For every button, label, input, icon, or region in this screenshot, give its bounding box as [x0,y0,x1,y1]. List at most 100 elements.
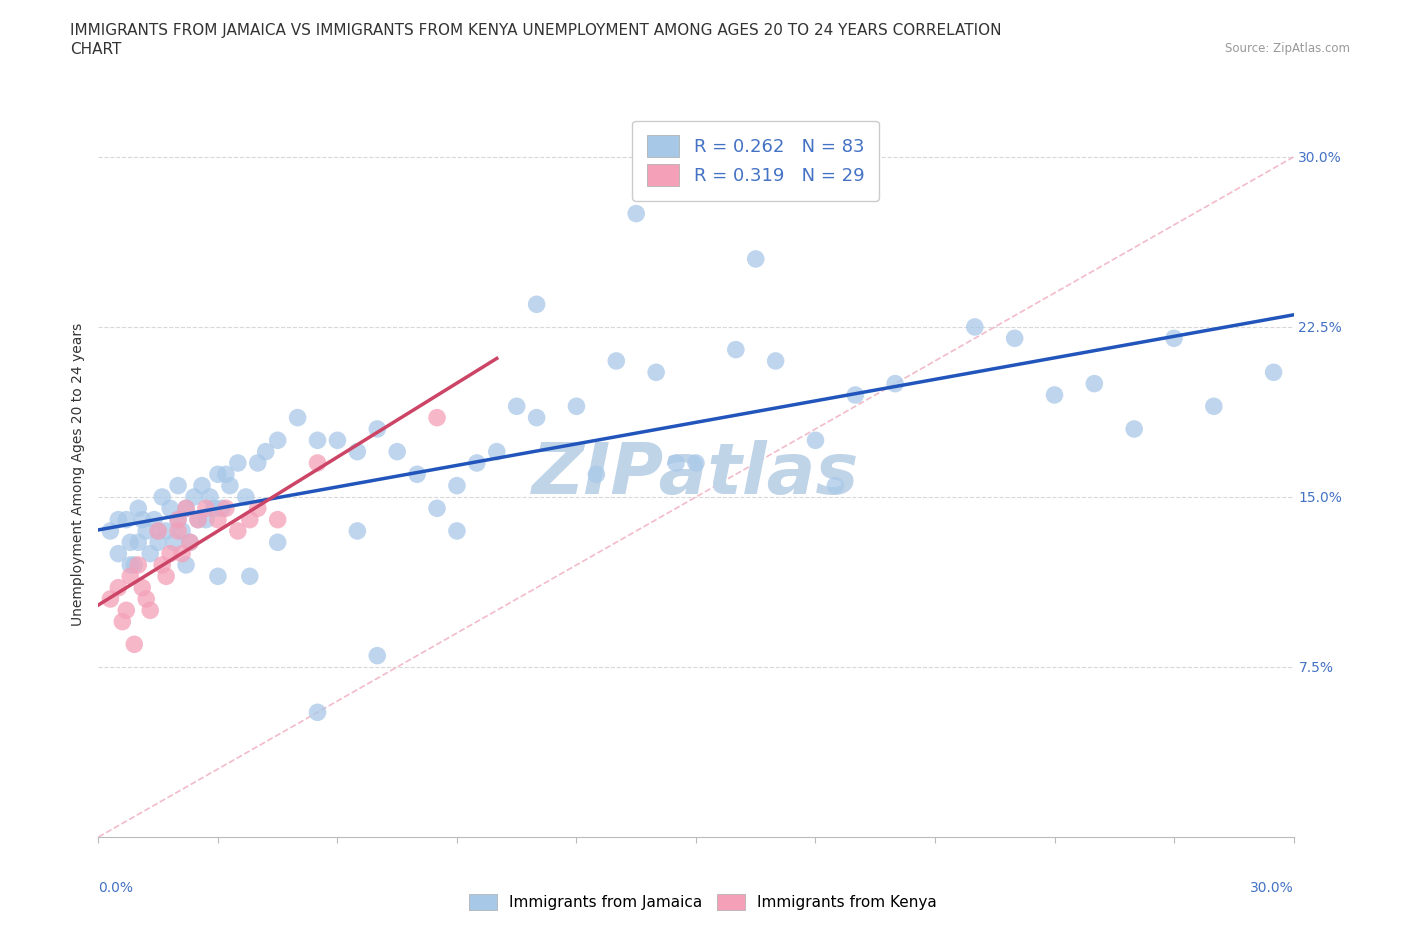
Point [267,535,290,550]
Point [127,558,149,573]
Point [179,535,201,550]
Point [804,432,827,447]
Point [139,546,162,561]
Point [179,535,201,550]
Point [139,603,162,618]
Point [174,501,197,516]
Point [366,648,388,663]
Point [150,558,173,573]
Point [131,580,153,595]
Point [226,456,249,471]
Point [267,512,290,527]
Y-axis label: Unemployment Among Ages 20 to 24 years: Unemployment Among Ages 20 to 24 years [70,323,84,626]
Point [385,445,409,459]
Point [120,535,142,550]
Point [211,501,233,516]
Text: ZIPatlas: ZIPatlas [533,440,859,509]
Point [645,365,668,379]
Point [159,501,181,516]
Text: Source: ZipAtlas.com: Source: ZipAtlas.com [1225,42,1350,55]
Point [159,546,181,561]
Point [174,558,197,573]
Point [585,467,607,482]
Legend: R = 0.262   N = 83, R = 0.319   N = 29: R = 0.262 N = 83, R = 0.319 N = 29 [633,121,879,201]
Point [115,603,138,618]
Point [246,501,269,516]
Point [120,558,142,573]
Point [963,320,986,335]
Text: IMMIGRANTS FROM JAMAICA VS IMMIGRANTS FROM KENYA UNEMPLOYMENT AMONG AGES 20 TO 2: IMMIGRANTS FROM JAMAICA VS IMMIGRANTS FR… [70,23,1002,38]
Point [120,569,142,584]
Point [605,353,627,368]
Text: 30.0%: 30.0% [1250,881,1294,895]
Point [1123,421,1146,436]
Point [187,512,209,527]
Point [626,206,648,221]
Point [446,478,468,493]
Point [167,478,190,493]
Point [135,524,157,538]
Text: 0.0%: 0.0% [98,881,134,895]
Point [1043,388,1066,403]
Point [107,512,129,527]
Point [884,377,907,392]
Point [406,467,429,482]
Point [98,524,122,538]
Point [155,569,177,584]
Point [307,432,329,447]
Point [506,399,529,414]
Legend: Immigrants from Jamaica, Immigrants from Kenya: Immigrants from Jamaica, Immigrants from… [461,886,945,918]
Point [148,535,170,550]
Point [526,410,548,425]
Point [765,353,787,368]
Point [219,478,242,493]
Point [307,705,329,720]
Point [167,512,190,527]
Point [1202,399,1225,414]
Point [167,524,190,538]
Point [207,569,229,584]
Point [745,251,768,266]
Point [724,342,747,357]
Point [115,512,138,527]
Point [307,456,329,471]
Point [107,580,129,595]
Point [195,501,218,516]
Point [287,410,309,425]
Point [526,297,548,312]
Point [127,501,149,516]
Point [135,591,157,606]
Point [174,501,197,516]
Point [131,512,153,527]
Point [198,489,221,504]
Point [685,456,707,471]
Point [824,478,846,493]
Point [326,432,349,447]
Point [426,501,449,516]
Point [207,512,229,527]
Point [172,546,194,561]
Point [267,432,290,447]
Point [565,399,588,414]
Point [155,524,177,538]
Point [148,524,170,538]
Point [167,512,190,527]
Point [254,445,277,459]
Text: CHART: CHART [70,42,122,57]
Point [215,501,238,516]
Point [346,445,368,459]
Point [215,467,238,482]
Point [465,456,488,471]
Point [485,445,508,459]
Point [207,467,229,482]
Point [1163,331,1185,346]
Point [163,535,186,550]
Point [202,501,225,516]
Point [366,421,388,436]
Point [239,569,262,584]
Point [124,558,146,573]
Point [1263,365,1285,379]
Point [143,512,166,527]
Point [195,512,218,527]
Point [124,637,146,652]
